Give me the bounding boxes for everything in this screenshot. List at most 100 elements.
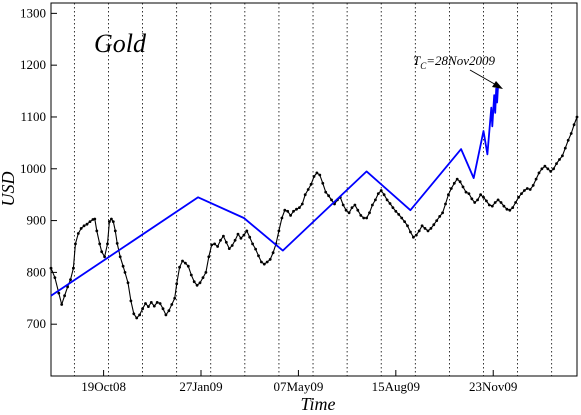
y-tick-label: 1300 [20,5,46,20]
data-point [543,164,547,168]
data-point [467,192,471,196]
data-point [138,313,142,317]
data-point [499,201,503,204]
data-point [82,224,86,228]
data-point [452,181,456,185]
data-point [464,190,468,194]
data-point [152,304,156,308]
y-axis-ticks: 700 800 900 1000 1100 1200 1300 [20,5,57,331]
data-point [222,234,225,238]
data-point [362,216,366,220]
data-point [181,259,184,263]
data-point [265,260,269,264]
data-point [309,182,313,186]
data-point [531,184,535,187]
data-point [135,316,139,320]
data-point [385,198,389,202]
data-point [233,238,237,242]
data-point [312,175,316,178]
data-point [347,211,351,215]
tc-annotation: TC=28Nov2009 [413,53,503,89]
data-point [248,235,252,239]
gold-price-line [50,116,578,319]
data-point [552,167,555,171]
data-point [88,220,92,224]
data-point [525,187,529,190]
data-point [563,146,567,150]
data-point [72,266,75,270]
data-point [528,188,532,191]
data-point [508,208,512,212]
data-point [66,285,69,289]
data-point [461,185,465,189]
tc-subscript: C [420,61,427,71]
x-tick-label: 19Oct08 [81,379,126,394]
x-tick-label: 27Jan09 [179,379,222,394]
data-point [201,276,205,279]
data-point [219,238,222,242]
data-point [195,283,199,287]
y-tick-label: 1200 [20,57,46,72]
data-point [280,216,284,220]
data-point [144,302,147,305]
data-point [490,204,494,208]
x-tick-label: 23Nov09 [469,379,517,394]
data-point [271,251,275,255]
data-point [417,229,421,233]
data-point [286,209,290,213]
data-point [167,309,171,313]
data-point [295,207,298,211]
data-point [356,208,360,212]
data-point [210,243,214,247]
data-point [98,242,102,246]
data-point [186,264,190,268]
data-point [236,232,240,236]
data-point [306,188,310,191]
data-point [189,273,193,277]
data-point [289,214,292,217]
data-point [251,242,255,246]
data-point [257,254,260,258]
data-point [470,197,474,201]
data-point [382,193,386,197]
data-point [300,202,304,206]
tc-prefix: T [413,53,421,68]
data-point [227,247,231,251]
data-point [103,255,106,259]
data-point [204,271,208,274]
data-point [224,240,228,244]
data-point [184,261,187,265]
x-tick-label: 15Aug09 [372,379,420,394]
data-point [268,258,272,261]
data-point [254,247,257,251]
data-point [198,281,202,285]
data-point [505,207,509,211]
data-point [365,216,368,220]
data-point [49,266,53,270]
plot-frame [50,2,578,377]
data-point [147,305,150,308]
data-point [175,282,179,286]
data-point [113,229,117,233]
data-point [397,213,401,216]
data-point [324,190,328,194]
data-point [129,299,133,303]
data-point [561,154,564,158]
data-point [57,291,61,295]
data-point [350,206,354,210]
data-point [277,229,281,233]
data-point [239,236,243,240]
data-point [502,204,506,208]
data-point [558,158,561,161]
x-tick-label: 07May09 [273,379,323,394]
fit-line [50,84,499,297]
data-point [110,217,113,221]
data-point [449,187,453,190]
data-point [69,278,72,281]
y-tick-label: 800 [27,264,47,279]
data-point [85,222,89,226]
data-point [441,211,444,215]
data-point [111,220,115,224]
data-point [435,219,439,223]
